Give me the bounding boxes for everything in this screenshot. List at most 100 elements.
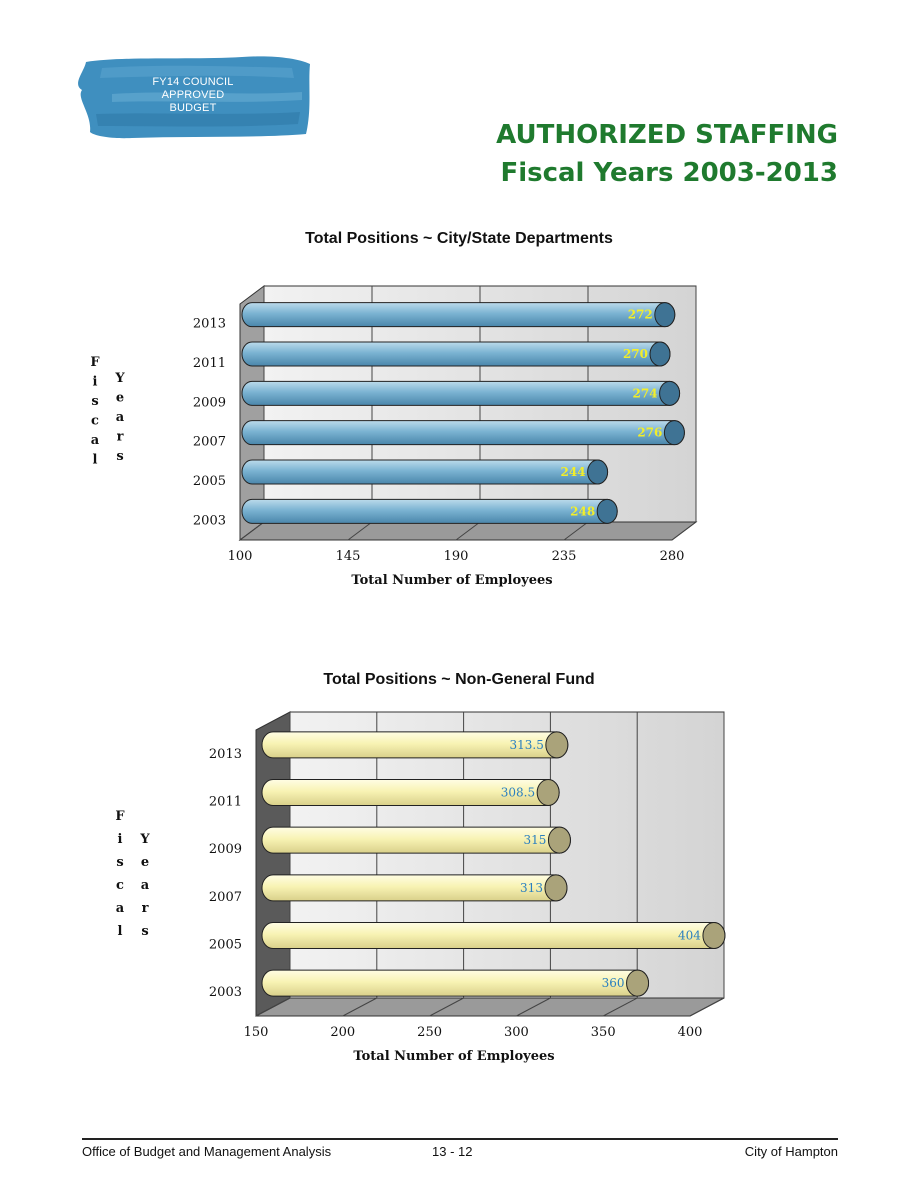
page-title-line-2: Fiscal Years 2003-2013 xyxy=(500,158,838,188)
bar-2009 xyxy=(241,380,681,406)
bar-body-2009 xyxy=(241,380,681,406)
watercolor-brush-icon xyxy=(78,56,310,139)
bar-2013 xyxy=(241,302,676,328)
bar-cap-2009 xyxy=(659,380,681,406)
bar-2003 xyxy=(241,498,618,524)
data-label-2005: 404 xyxy=(678,929,701,943)
bar-body-2007 xyxy=(241,420,685,446)
bar-2005 xyxy=(261,922,726,949)
x-tick-label-100: 100 xyxy=(228,549,253,564)
data-label-2003: 360 xyxy=(602,976,625,990)
bar-cap-2003 xyxy=(626,969,650,997)
floor-gridline-4 xyxy=(671,521,697,541)
footer-rule xyxy=(82,1138,838,1140)
footer-city: City of Hampton xyxy=(744,1144,838,1159)
chart-back-wall xyxy=(289,711,725,999)
bar-2011 xyxy=(241,341,671,367)
bar-body-2005 xyxy=(241,459,609,485)
bar-cap-2011 xyxy=(536,779,560,806)
floor-gridline-0 xyxy=(239,521,265,541)
badge-line-3: BUDGET xyxy=(169,102,217,114)
bar-body-2003 xyxy=(261,969,650,997)
bar-2009 xyxy=(261,826,571,854)
data-label-2009: 274 xyxy=(633,386,658,400)
bar-2003 xyxy=(261,969,650,997)
floor-gridline-0 xyxy=(255,997,291,1017)
y-tick-label-2005: 2005 xyxy=(193,474,226,489)
data-label-2013: 272 xyxy=(628,308,653,322)
x-tick-label-280: 280 xyxy=(660,549,685,564)
bar-cap-2005 xyxy=(587,459,609,485)
floor-gridline-1 xyxy=(347,521,373,541)
x-axis-title: Total Number of Employees xyxy=(351,573,552,588)
chart-floor xyxy=(255,997,725,1017)
data-label-2007: 276 xyxy=(637,426,662,440)
footer-office: Office of Budget and Management Analysis xyxy=(82,1144,332,1159)
bar-body-2003 xyxy=(241,498,618,524)
floor-gridline-3 xyxy=(516,997,551,1017)
bar-2005 xyxy=(241,459,609,485)
footer-page-number: 13 - 12 xyxy=(432,1144,473,1159)
x-tick-label-400: 400 xyxy=(678,1025,703,1040)
badge-line-1: FY14 COUNCIL xyxy=(152,76,234,88)
x-axis-title: Total Number of Employees xyxy=(353,1049,554,1064)
x-tick-label-200: 200 xyxy=(330,1025,355,1040)
y-tick-label-2007: 2007 xyxy=(193,435,226,450)
data-label-2009: 315 xyxy=(524,833,547,847)
data-label-2011: 270 xyxy=(623,347,648,361)
floor-gridline-4 xyxy=(602,997,638,1017)
bar-cap-2013 xyxy=(545,731,569,759)
floor-gridline-2 xyxy=(455,521,481,541)
bar-cap-2003 xyxy=(596,498,618,524)
bar-2013 xyxy=(261,731,569,759)
y-tick-label-2007: 2007 xyxy=(209,890,242,905)
bar-cap-2007 xyxy=(544,874,568,902)
data-label-2003: 248 xyxy=(570,504,595,518)
bar-cap-2007 xyxy=(663,420,685,446)
bar-body-2005 xyxy=(261,922,726,949)
bar-cap-2009 xyxy=(547,826,571,854)
badge-line-2: APPROVED xyxy=(161,89,225,101)
budget-badge: FY14 COUNCIL APPROVED BUDGET xyxy=(72,54,314,140)
page-title: AUTHORIZED STAFFING Fiscal Years 2003-20… xyxy=(496,116,838,192)
bar-cap-2005 xyxy=(702,922,726,949)
floor-gridline-3 xyxy=(563,521,589,541)
x-tick-label-235: 235 xyxy=(552,549,577,564)
y-tick-label-2013: 2013 xyxy=(209,747,242,762)
bar-body-2011 xyxy=(241,341,671,367)
y-tick-label-2003: 2003 xyxy=(193,513,226,528)
x-tick-label-350: 350 xyxy=(591,1025,616,1040)
y-tick-label-2005: 2005 xyxy=(209,938,242,953)
bar-cap-2011 xyxy=(649,341,671,367)
bar-body-2013 xyxy=(241,302,676,328)
floor-gridline-5 xyxy=(689,997,725,1017)
x-tick-label-145: 145 xyxy=(336,549,361,564)
x-tick-label-250: 250 xyxy=(417,1025,442,1040)
bar-2007 xyxy=(241,420,685,446)
data-label-2007: 313 xyxy=(520,881,543,895)
bar-2007 xyxy=(261,874,568,902)
floor-gridline-1 xyxy=(342,997,378,1017)
chart-2-title: Total Positions ~ Non-General Fund xyxy=(323,671,595,688)
data-label-2005: 244 xyxy=(561,465,586,479)
x-tick-label-300: 300 xyxy=(504,1025,529,1040)
bar-2011 xyxy=(261,779,560,806)
data-label-2011: 308.5 xyxy=(501,786,535,800)
y-tick-label-2013: 2013 xyxy=(193,317,226,332)
chart-city-state: 272 2013 270 2011 274 2009 276 2007 244 2005 248 20… xyxy=(90,285,698,588)
x-tick-label-190: 190 xyxy=(444,549,469,564)
floor-gridline-2 xyxy=(429,997,464,1017)
y-tick-label-2009: 2009 xyxy=(209,842,242,857)
data-label-2013: 313.5 xyxy=(509,738,543,752)
y-tick-label-2009: 2009 xyxy=(193,395,226,410)
chart-non-general-fund: 313.5 2013 308.5 2011 315 2009 313 2007 404 2005 3… xyxy=(115,711,726,1064)
chart-1-title: Total Positions ~ City/State Departments xyxy=(305,230,613,247)
y-tick-label-2003: 2003 xyxy=(209,985,242,1000)
bar-cap-2013 xyxy=(654,302,676,328)
